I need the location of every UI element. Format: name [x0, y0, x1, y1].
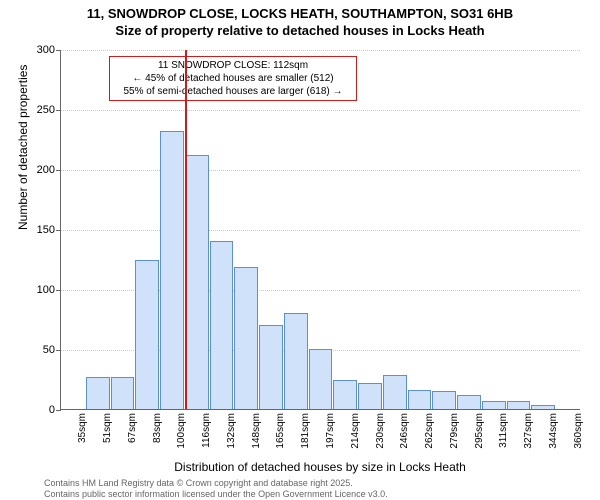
histogram-bar [482, 401, 506, 409]
x-tick-label: 51sqm [102, 413, 113, 443]
y-tick-label: 200 [37, 164, 55, 176]
x-tick-label: 197sqm [325, 413, 336, 449]
x-tick-label: 327sqm [523, 413, 534, 449]
histogram-bar [160, 131, 184, 409]
x-tick-label: 230sqm [375, 413, 386, 449]
y-tick-mark [56, 410, 61, 411]
y-tick-label: 300 [37, 44, 55, 56]
x-tick-label: 165sqm [275, 413, 286, 449]
histogram-bar [333, 380, 357, 409]
x-tick-label: 116sqm [201, 413, 212, 448]
histogram-bar [457, 395, 481, 409]
x-tick-label: 35sqm [77, 413, 88, 443]
x-tick-label: 214sqm [350, 413, 361, 449]
chart-title: 11, SNOWDROP CLOSE, LOCKS HEATH, SOUTHAM… [0, 0, 600, 40]
x-tick-label: 295sqm [474, 413, 485, 449]
callout-box: 11 SNOWDROP CLOSE: 112sqm ← 45% of detac… [109, 56, 357, 101]
histogram-bar [309, 349, 333, 409]
chart-container: 11, SNOWDROP CLOSE, LOCKS HEATH, SOUTHAM… [0, 0, 600, 500]
y-tick-mark [56, 110, 61, 111]
histogram-bar [284, 313, 308, 409]
x-tick-label: 83sqm [152, 413, 163, 443]
title-line-1: 11, SNOWDROP CLOSE, LOCKS HEATH, SOUTHAM… [87, 6, 513, 21]
histogram-bar [185, 155, 209, 409]
x-axis-label: Distribution of detached houses by size … [60, 460, 580, 474]
y-tick-label: 50 [43, 344, 55, 356]
x-tick-label: 181sqm [300, 413, 311, 449]
histogram-bar [383, 375, 407, 409]
footer-attribution: Contains HM Land Registry data © Crown c… [44, 478, 388, 500]
x-tick-label: 148sqm [251, 413, 262, 449]
y-tick-mark [56, 170, 61, 171]
callout-line-1: 11 SNOWDROP CLOSE: 112sqm [158, 60, 308, 71]
y-tick-mark [56, 230, 61, 231]
y-tick-mark [56, 290, 61, 291]
x-tick-label: 246sqm [399, 413, 410, 449]
histogram-bar [86, 377, 110, 409]
y-tick-mark [56, 50, 61, 51]
footer-line-2: Contains public sector information licen… [44, 489, 388, 499]
grid-line [61, 50, 580, 51]
histogram-bar [408, 390, 432, 409]
y-tick-mark [56, 350, 61, 351]
x-tick-label: 67sqm [127, 413, 138, 443]
x-tick-label: 100sqm [176, 413, 187, 449]
histogram-bar [358, 383, 382, 409]
plot-area: 11 SNOWDROP CLOSE: 112sqm ← 45% of detac… [60, 50, 580, 410]
y-tick-label: 0 [49, 404, 55, 416]
x-tick-label: 279sqm [449, 413, 460, 449]
grid-line [61, 110, 580, 111]
histogram-bar [259, 325, 283, 409]
callout-line-2: ← 45% of detached houses are smaller (51… [132, 73, 333, 84]
x-tick-label: 344sqm [548, 413, 559, 449]
y-tick-label: 250 [37, 104, 55, 116]
y-tick-label: 100 [37, 284, 55, 296]
footer-line-1: Contains HM Land Registry data © Crown c… [44, 478, 353, 488]
histogram-bar [432, 391, 456, 409]
title-line-2: Size of property relative to detached ho… [115, 23, 484, 38]
histogram-bar [111, 377, 135, 409]
y-axis-label: Number of detached properties [16, 65, 30, 230]
callout-line-3: 55% of semi-detached houses are larger (… [123, 86, 342, 97]
reference-line [185, 50, 187, 409]
grid-line [61, 230, 580, 231]
x-tick-label: 262sqm [424, 413, 435, 449]
grid-line [61, 170, 580, 171]
histogram-bar [135, 260, 159, 409]
histogram-bar [531, 405, 555, 409]
y-tick-label: 150 [37, 224, 55, 236]
x-tick-label: 360sqm [573, 413, 584, 449]
x-tick-label: 132sqm [226, 413, 237, 449]
histogram-bar [234, 267, 258, 409]
histogram-bar [507, 401, 531, 409]
histogram-bar [210, 241, 234, 409]
x-tick-label: 311sqm [498, 413, 509, 448]
